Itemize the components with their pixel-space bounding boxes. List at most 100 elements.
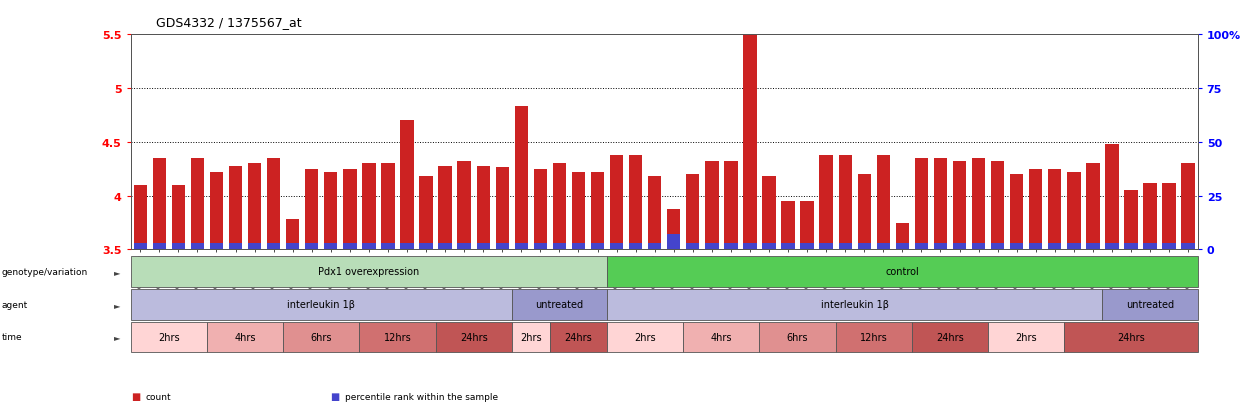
Bar xyxy=(172,185,186,250)
Bar xyxy=(915,159,928,250)
Text: ►: ► xyxy=(115,300,121,309)
Bar xyxy=(457,162,471,250)
Bar xyxy=(133,243,147,250)
Bar xyxy=(362,164,376,250)
Bar xyxy=(133,185,147,250)
Bar xyxy=(496,243,509,250)
Text: ►: ► xyxy=(115,332,121,342)
Bar xyxy=(762,243,776,250)
Bar xyxy=(457,243,471,250)
Bar xyxy=(266,243,280,250)
Text: 4hrs: 4hrs xyxy=(234,332,255,342)
Bar xyxy=(210,243,223,250)
Text: 24hrs: 24hrs xyxy=(459,332,488,342)
Bar xyxy=(782,243,794,250)
Bar xyxy=(667,235,681,250)
Bar xyxy=(1067,173,1081,250)
Bar xyxy=(972,243,985,250)
Bar xyxy=(248,164,261,250)
Bar xyxy=(362,243,376,250)
Bar xyxy=(324,243,337,250)
Bar xyxy=(934,243,947,250)
Bar xyxy=(381,243,395,250)
Bar xyxy=(647,243,661,250)
Bar xyxy=(782,202,794,250)
Text: interleukin 1β: interleukin 1β xyxy=(820,299,889,310)
Text: untreated: untreated xyxy=(535,299,584,310)
Text: 2hrs: 2hrs xyxy=(635,332,656,342)
Bar xyxy=(477,243,489,250)
Bar xyxy=(344,169,356,250)
Bar xyxy=(610,155,624,250)
Text: count: count xyxy=(146,392,172,401)
Bar xyxy=(248,243,261,250)
Bar xyxy=(895,223,909,250)
Bar xyxy=(876,155,890,250)
Bar xyxy=(286,243,299,250)
Bar xyxy=(1182,243,1195,250)
Bar xyxy=(1163,243,1175,250)
Bar xyxy=(839,155,852,250)
Bar xyxy=(858,243,872,250)
Bar xyxy=(1048,243,1062,250)
Bar xyxy=(686,175,700,250)
Text: 24hrs: 24hrs xyxy=(1117,332,1145,342)
Bar xyxy=(571,243,585,250)
Text: 12hrs: 12hrs xyxy=(860,332,888,342)
Bar xyxy=(381,164,395,250)
Bar xyxy=(725,243,737,250)
Bar xyxy=(1106,243,1118,250)
Text: 2hrs: 2hrs xyxy=(1016,332,1037,342)
Bar xyxy=(1124,191,1138,250)
Bar xyxy=(477,166,489,250)
Bar xyxy=(895,243,909,250)
Bar xyxy=(153,243,166,250)
Text: ■: ■ xyxy=(330,392,339,401)
Bar xyxy=(1086,243,1099,250)
Bar xyxy=(438,243,452,250)
Bar xyxy=(190,243,204,250)
Bar xyxy=(153,159,166,250)
Bar xyxy=(629,155,642,250)
Bar xyxy=(1124,243,1138,250)
Text: 2hrs: 2hrs xyxy=(520,332,542,342)
Bar xyxy=(1030,169,1042,250)
Bar xyxy=(553,243,566,250)
Bar xyxy=(229,166,243,250)
Bar xyxy=(801,243,814,250)
Text: time: time xyxy=(1,332,22,342)
Bar xyxy=(496,167,509,250)
Bar xyxy=(819,155,833,250)
Bar xyxy=(705,162,718,250)
Bar xyxy=(991,243,1005,250)
Text: untreated: untreated xyxy=(1125,299,1174,310)
Bar xyxy=(743,30,757,250)
Bar xyxy=(190,159,204,250)
Bar xyxy=(1010,175,1023,250)
Bar xyxy=(420,177,433,250)
Bar xyxy=(972,159,985,250)
Text: 12hrs: 12hrs xyxy=(383,332,411,342)
Bar xyxy=(952,162,966,250)
Bar xyxy=(1182,164,1195,250)
Text: 6hrs: 6hrs xyxy=(787,332,808,342)
Bar xyxy=(801,202,814,250)
Bar xyxy=(934,159,947,250)
Bar xyxy=(762,177,776,250)
Text: interleukin 1β: interleukin 1β xyxy=(288,299,355,310)
Bar xyxy=(534,243,547,250)
Bar xyxy=(725,162,737,250)
Text: GDS4332 / 1375567_at: GDS4332 / 1375567_at xyxy=(156,16,301,29)
Bar xyxy=(610,243,624,250)
Bar xyxy=(324,173,337,250)
Bar xyxy=(667,209,681,250)
Bar xyxy=(629,243,642,250)
Text: percentile rank within the sample: percentile rank within the sample xyxy=(345,392,498,401)
Bar xyxy=(344,243,356,250)
Bar xyxy=(705,243,718,250)
Bar xyxy=(876,243,890,250)
Bar xyxy=(210,173,223,250)
Bar xyxy=(839,243,852,250)
Bar xyxy=(1048,169,1062,250)
Bar xyxy=(286,220,299,250)
